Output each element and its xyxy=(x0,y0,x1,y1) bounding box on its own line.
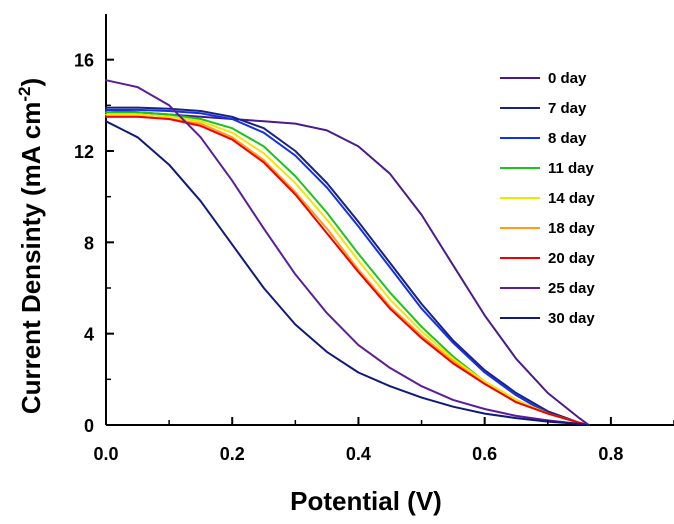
legend-label: 18 day xyxy=(548,220,595,237)
legend-label: 30 day xyxy=(548,310,595,327)
y-axis-title: Current Densinty (mA cm-2) xyxy=(15,78,46,414)
series-line-11-day xyxy=(105,111,590,426)
series-line-30-day xyxy=(105,120,590,426)
legend-label: 14 day xyxy=(548,190,595,207)
series-line-7-day xyxy=(105,106,590,426)
series-line-20-day xyxy=(105,115,590,426)
tick-labels: 0.0 0.2 0.4 0.6 0.8 0 4 8 12 16 xyxy=(74,51,674,464)
x-axis-title: Potential (V) xyxy=(290,486,442,516)
y-tick-label: 12 xyxy=(74,142,94,162)
y-axis-title-superscript: -2 xyxy=(15,87,34,102)
legend-label: 11 day xyxy=(548,160,595,177)
x-tick-label: 0.8 xyxy=(598,444,623,464)
legend-label: 0 day xyxy=(548,70,587,87)
x-tick-label: 0.2 xyxy=(220,444,245,464)
x-tick-label: 0.6 xyxy=(472,444,497,464)
legend-label: 25 day xyxy=(548,280,595,297)
x-tick-label: 0.4 xyxy=(346,444,371,464)
series-lines xyxy=(105,79,590,426)
legend-label: 8 day xyxy=(548,130,587,147)
y-tick-label: 0 xyxy=(84,416,94,436)
y-axis-title-suffix: ) xyxy=(16,78,46,87)
y-tick-label: 8 xyxy=(84,233,94,253)
series-line-18-day xyxy=(105,115,590,426)
y-tick-label: 4 xyxy=(84,325,94,345)
legend-label: 20 day xyxy=(548,250,595,267)
axes xyxy=(105,14,674,426)
legend: 0 day 7 day 8 day 11 day 14 day 18 day 20 day 2… xyxy=(500,70,595,327)
legend-label: 7 day xyxy=(548,100,587,117)
series-line-8-day xyxy=(105,108,590,426)
series-line-0-day xyxy=(105,108,590,426)
series-line-25-day xyxy=(105,79,590,426)
y-tick-label: 16 xyxy=(74,51,94,71)
series-line-14-day xyxy=(105,113,590,426)
y-axis-title-main: Current Densinty (mA cm xyxy=(16,102,46,415)
x-tick-label: 0.0 xyxy=(93,444,118,464)
